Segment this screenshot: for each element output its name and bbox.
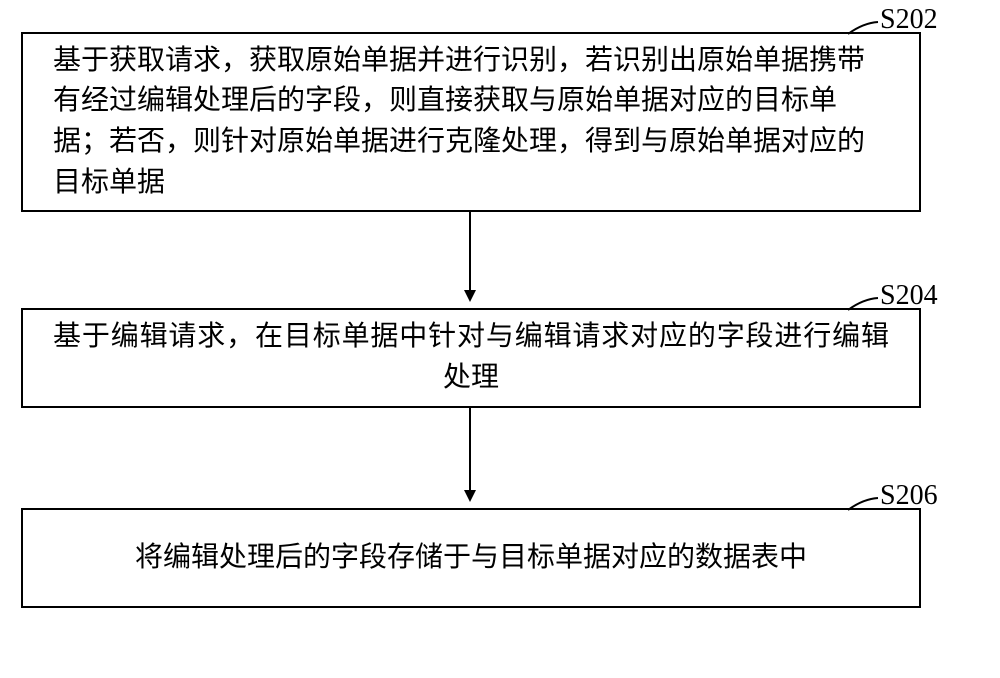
flow-node-s206: 将编辑处理后的字段存储于与目标单据对应的数据表中: [21, 508, 921, 608]
flow-node-s204-text: 基于编辑请求，在目标单据中针对与编辑请求对应的字段进行编辑处理: [53, 317, 889, 398]
step-label-s204: S204: [880, 280, 938, 312]
flow-node-s206-text: 将编辑处理后的字段存储于与目标单据对应的数据表中: [135, 538, 807, 579]
flow-node-s204: 基于编辑请求，在目标单据中针对与编辑请求对应的字段进行编辑处理: [21, 308, 921, 408]
flowchart-canvas: 基于获取请求，获取原始单据并进行识别，若识别出原始单据携带有经过编辑处理后的字段…: [0, 0, 1000, 678]
flow-node-s202-text: 基于获取请求，获取原始单据并进行识别，若识别出原始单据携带有经过编辑处理后的字段…: [53, 41, 889, 203]
step-label-s206: S206: [880, 480, 938, 512]
flow-node-s202: 基于获取请求，获取原始单据并进行识别，若识别出原始单据携带有经过编辑处理后的字段…: [21, 32, 921, 212]
step-label-s202: S202: [880, 4, 938, 36]
